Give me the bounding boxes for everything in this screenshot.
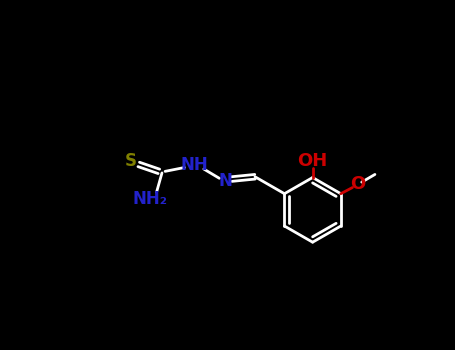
- Text: O: O: [350, 175, 365, 194]
- Text: OH: OH: [298, 152, 328, 170]
- Text: NH: NH: [181, 156, 208, 174]
- Text: NH₂: NH₂: [133, 190, 168, 208]
- Text: S: S: [125, 152, 137, 170]
- Text: N: N: [218, 172, 233, 190]
